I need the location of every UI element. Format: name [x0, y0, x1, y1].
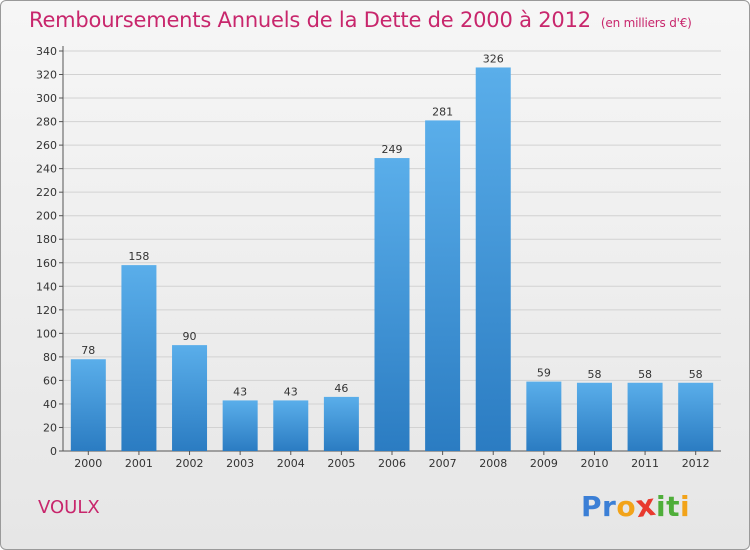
x-tick-label: 2001 [125, 457, 153, 470]
bar-2009[interactable] [526, 381, 562, 451]
chart-title: Remboursements Annuels de la Dette de 20… [29, 8, 692, 32]
bar-2011[interactable] [627, 382, 663, 451]
data-label: 158 [128, 250, 149, 263]
data-label: 58 [638, 368, 652, 381]
bar-2001[interactable] [121, 265, 157, 451]
y-tick-label: 160 [36, 257, 57, 270]
bar-2008[interactable] [475, 67, 511, 452]
x-tick-label: 2006 [378, 457, 406, 470]
data-label: 281 [432, 105, 453, 118]
x-tick-label: 2009 [530, 457, 558, 470]
y-tick-label: 60 [43, 374, 57, 387]
x-tick-label: 2003 [226, 457, 254, 470]
x-tick-label: 2007 [429, 457, 457, 470]
data-label: 249 [382, 143, 403, 156]
y-tick-label: 0 [50, 445, 57, 458]
bar-2002[interactable] [172, 345, 208, 451]
y-tick-label: 180 [36, 233, 57, 246]
data-label: 58 [689, 368, 703, 381]
y-tick-label: 80 [43, 351, 57, 364]
x-tick-label: 2005 [327, 457, 355, 470]
bar-2012[interactable] [678, 382, 714, 451]
logo-letter: r [602, 490, 617, 523]
bars [70, 67, 714, 452]
logo-letter: P [581, 490, 603, 523]
x-tick-label: 2000 [74, 457, 102, 470]
y-tick-label: 260 [36, 139, 57, 152]
y-tick-label: 20 [43, 421, 57, 434]
title-text: Remboursements Annuels de la Dette de 20… [29, 8, 591, 32]
bar-2004[interactable] [273, 400, 309, 451]
bar-2005[interactable] [323, 396, 359, 451]
bar-2007[interactable] [425, 120, 461, 451]
y-tick-label: 220 [36, 186, 57, 199]
y-tick-label: 120 [36, 304, 57, 317]
y-tick-label: 200 [36, 210, 57, 223]
x-tick-label: 2010 [580, 457, 608, 470]
y-tick-label: 140 [36, 280, 57, 293]
y-tick-label: 300 [36, 92, 57, 105]
x-tick-label: 2011 [631, 457, 659, 470]
chart-subtitle: (en milliers d'€) [600, 16, 692, 30]
commune-name: VOULX [38, 497, 100, 518]
data-label: 326 [483, 52, 504, 65]
x-tick-label: 2008 [479, 457, 507, 470]
data-label: 59 [537, 367, 551, 380]
proxiti-logo[interactable]: Proxiti [581, 487, 691, 526]
labels: 0 20 40 60 80 100 120 140 160 180 200 220 240 260 280 3… [36, 45, 710, 470]
y-tick-label: 40 [43, 398, 57, 411]
logo-letter: i [679, 490, 691, 523]
logo-letter: x [633, 487, 659, 526]
bar-2010[interactable] [576, 382, 612, 451]
data-label: 58 [587, 368, 601, 381]
data-label: 78 [81, 344, 95, 357]
y-tick-label: 100 [36, 327, 57, 340]
y-tick-label: 280 [36, 116, 57, 129]
x-tick-label: 2012 [682, 457, 710, 470]
x-tick-label: 2004 [277, 457, 305, 470]
y-tick-label: 240 [36, 163, 57, 176]
bar-2003[interactable] [222, 400, 258, 451]
logo-letter: t [666, 490, 680, 523]
data-label: 43 [284, 385, 298, 398]
logo-letter: i [655, 490, 667, 523]
bar-2006[interactable] [374, 158, 410, 451]
data-label: 46 [334, 382, 348, 395]
bar-2000[interactable] [70, 359, 106, 451]
y-tick-label: 320 [36, 69, 57, 82]
data-label: 90 [183, 330, 197, 343]
data-label: 43 [233, 385, 247, 398]
x-tick-label: 2002 [176, 457, 204, 470]
y-tick-label: 340 [36, 45, 57, 58]
logo-letter: o [616, 490, 637, 523]
